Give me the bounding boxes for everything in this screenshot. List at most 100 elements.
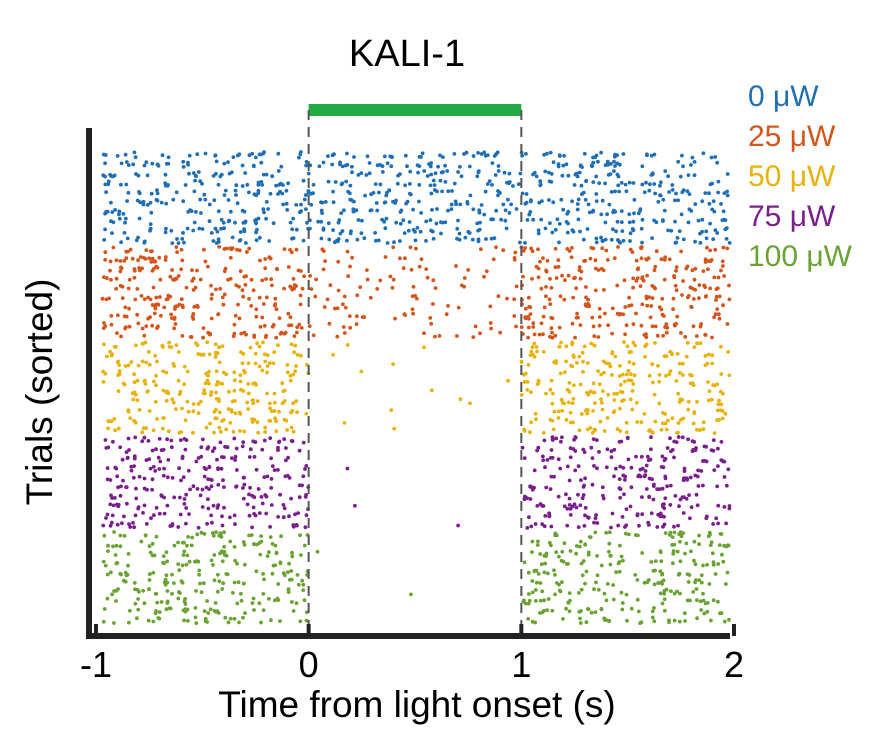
spike-dot [278,189,282,194]
spike-dot [546,597,551,601]
spike-dot [631,362,636,366]
spike-dot [711,522,715,526]
spike-dot [259,495,264,499]
spike-dot [599,150,603,155]
spike-dot [680,361,685,366]
spike-dot [691,447,696,452]
spike-dot [681,373,685,377]
spike-dot [652,619,657,624]
spike-dot [235,601,240,606]
spike-dot [282,399,287,403]
spike-dot [648,315,653,320]
spike-dot [172,581,176,585]
spike-dot [591,390,596,395]
spike-dot [242,429,247,434]
spike-dot [628,239,632,243]
spike-dot [153,259,158,264]
spike-dot [144,360,149,365]
spike-dot [236,580,241,585]
spike-dot [499,217,503,222]
spike-dot [564,162,569,167]
spike-dot [350,164,354,169]
spike-dot [224,572,229,576]
spike-dot [311,182,316,187]
spike-dot [533,522,538,526]
spike-dot [709,397,714,402]
spike-dot [259,160,264,165]
spike-dot [707,389,712,393]
spike-dot [585,411,590,416]
spike-dot [132,150,137,155]
spike-dot [290,600,294,604]
spike-dot [275,267,280,272]
spike-dot [185,543,189,548]
spike-dot [176,562,181,566]
spike-dot [618,389,623,394]
spike-dot [727,617,731,622]
spike-dot [239,331,244,336]
spike-dot [613,164,617,168]
spike-dot [112,417,117,421]
spike-dot [301,178,306,183]
spike-dot [125,501,129,506]
spike-dot [635,276,640,280]
spike-dot [452,152,457,156]
spike-dot [666,228,670,233]
spike-dot [462,276,467,280]
spike-dot [126,286,131,291]
spike-dot [221,370,226,375]
spike-dot [540,589,545,594]
spike-dot [550,455,555,460]
x-ticks: -1 0 1 2 [80,624,744,685]
spike-dot [183,418,188,423]
spike-dot [704,229,709,234]
spike-dot [715,231,720,235]
spike-dot [376,238,381,243]
spike-dot [687,192,692,197]
spike-dot [126,363,131,368]
spike-dot [586,515,590,519]
spike-dot [116,360,120,365]
spike-dot [202,474,207,479]
spike-dot [530,619,535,624]
spike-dot [667,620,671,625]
spike-dot [105,572,110,577]
spike-dot [226,198,231,202]
spike-dot [462,284,466,289]
spike-dot [164,161,169,166]
spike-dot [103,324,108,328]
spike-dot [182,502,187,506]
spike-dot [725,193,730,198]
spike-dot [525,380,530,384]
spike-dot [221,418,226,422]
spike-dot [590,315,595,320]
spike-dot [391,245,396,250]
chart-title: KALI-1 [349,33,465,75]
spike-dot [626,368,631,373]
spike-dot [611,597,616,602]
spike-dot [415,163,420,168]
spike-dot [197,572,202,577]
spike-dot [522,560,527,565]
spike-dot [277,182,282,187]
spike-dot [578,164,583,169]
spike-dot [560,580,564,584]
spike-dot [253,351,258,356]
spike-dot [682,611,687,616]
spike-dot [668,436,672,441]
spike-dot [222,269,227,274]
spike-dot [408,245,413,250]
spike-dot [276,448,280,452]
spike-dot [603,163,608,168]
spike-dot [604,248,609,253]
spike-dot [588,256,593,261]
spike-dot [198,197,203,202]
spike-dot [157,467,162,471]
spike-dot [589,445,594,450]
spike-dot [674,379,679,383]
spike-dot [115,331,119,335]
spike-dot [567,609,572,614]
spike-dot [355,293,360,298]
spike-dot [154,534,159,539]
spike-dot [164,550,169,555]
